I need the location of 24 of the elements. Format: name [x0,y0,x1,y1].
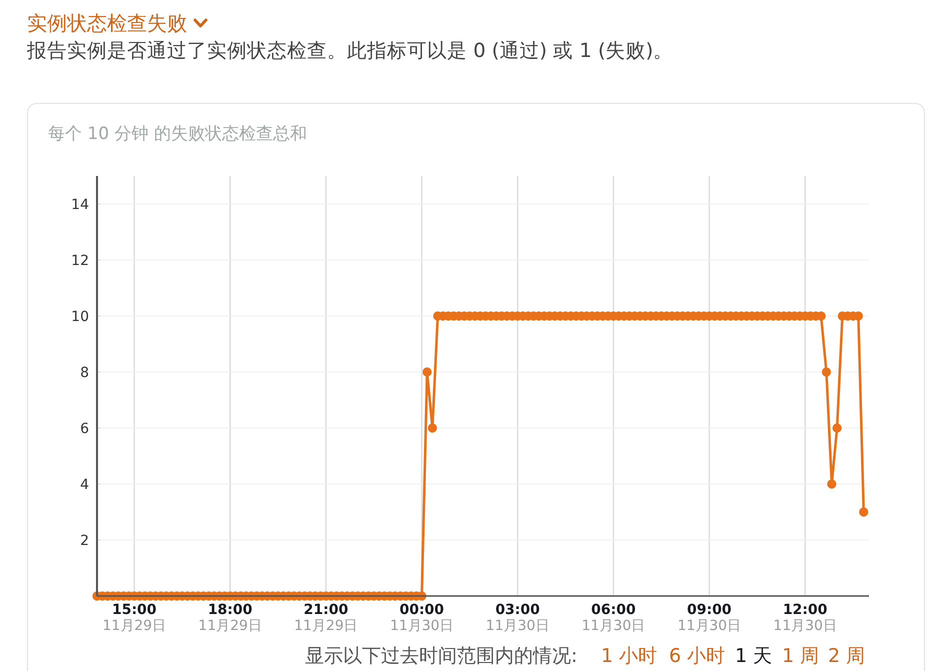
chart-title: 实例状态检查失败 [27,11,187,35]
y-tick-label: 8 [80,364,89,381]
y-tick-label: 6 [80,420,90,437]
chart-subtitle: 报告实例是否通过了实例状态检查。此指标可以是 0 (通过) 或 1 (失败)。 [26,39,674,62]
x-tick-label: 15:00 11月29日 [102,602,166,634]
text: 1 小时 [601,645,658,667]
y-tick-label: 10 [71,308,89,325]
y-axis-title: 每个 10 分钟 的失败状态检查总和 [48,124,307,144]
y-tick-label: 12 [71,252,89,269]
text: 显示以下过去时间范围内的情况: [305,645,578,667]
x-tick-label: 12:00 11月30日 [773,602,837,634]
x-tick-label: 00:00 11月30日 [390,602,454,634]
x-tick-label: 09:00 11月30日 [677,602,742,634]
x-tick-label: 21:00 11月29日 [294,602,358,634]
y-tick-label: 4 [80,476,90,493]
text: 1 天 [735,645,772,667]
x-tick-label: 06:00 11月30日 [582,602,646,634]
y-tick-label: 2 [80,532,89,549]
text: 1 周 [782,645,820,667]
y-tick-label: 14 [71,196,90,213]
text: 2 周 [828,645,866,667]
x-tick-label: 03:00 11月30日 [486,602,550,634]
x-tick-label: 18:00 11月29日 [198,602,262,634]
text: 6 小时 [669,645,726,667]
